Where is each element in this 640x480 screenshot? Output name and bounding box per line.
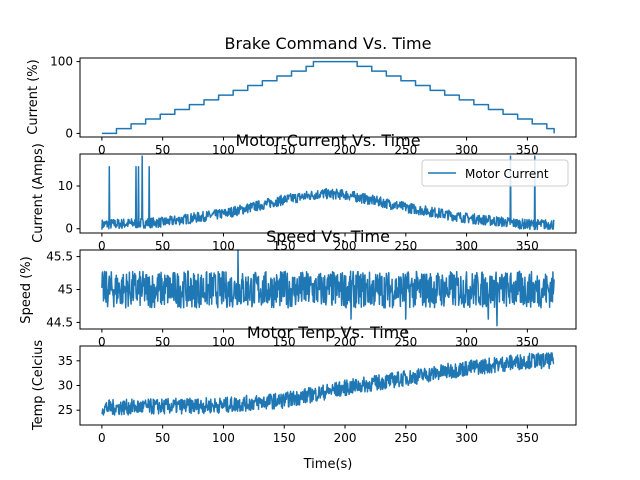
x-tick-label: 200 (334, 431, 357, 445)
y-axis-label: Temp (Celcius (31, 340, 46, 432)
y-tick-label: 0 (65, 222, 73, 236)
series-line (101, 155, 555, 231)
series-line (101, 60, 555, 135)
y-tick-label: 25 (58, 403, 73, 417)
x-tick-label: 150 (273, 431, 296, 445)
y-tick-label: 35 (58, 354, 73, 368)
series-line (101, 352, 555, 416)
x-tick-label: 100 (212, 335, 235, 349)
x-tick-label: 350 (516, 431, 539, 445)
x-tick-label: 100 (212, 239, 235, 253)
x-tick-label: 0 (98, 143, 106, 157)
chart-title: Brake Command Vs. Time (225, 34, 432, 53)
x-tick-label: 300 (455, 431, 478, 445)
x-tick-label: 100 (212, 143, 235, 157)
chart-title: Motor Current Vs. Time (235, 131, 420, 150)
plot-area: 0 50 100 150 200 250 300 350 25 30 35 (58, 345, 577, 445)
x-tick-label: 300 (455, 143, 478, 157)
x-tick-label: 0 (98, 239, 106, 253)
x-tick-label: 350 (516, 143, 539, 157)
axes-frame (79, 153, 577, 234)
y-tick-label: 10 (58, 179, 73, 193)
x-tick-label: 250 (394, 431, 417, 445)
y-axis-label: Speed (%) (19, 256, 34, 323)
y-tick-label: 45.5 (46, 250, 73, 264)
x-tick-label: 0 (98, 335, 106, 349)
x-tick-label: 50 (155, 239, 170, 253)
x-tick-label: 100 (212, 431, 235, 445)
series-line (101, 249, 555, 327)
chart-title: Speed Vs. Time (266, 227, 390, 246)
y-tick-label: 0 (65, 126, 73, 140)
y-tick-label: 100 (50, 55, 73, 69)
x-tick-label: 300 (455, 335, 478, 349)
x-tick-label: 0 (98, 431, 106, 445)
chart-motor-temp: Motor Tenp Vs. Time Temp (Celcius 0 50 100… (31, 323, 577, 445)
x-tick-label: 50 (155, 431, 170, 445)
x-tick-label: 50 (155, 335, 170, 349)
legend: Motor Current (421, 159, 569, 187)
x-tick-label: 300 (455, 239, 478, 253)
y-axis-label: Current (Amps) (31, 143, 46, 243)
x-tick-label: 50 (155, 143, 170, 157)
legend-label: Motor Current (465, 167, 549, 181)
x-axis-label: Time(s) (303, 457, 353, 472)
y-axis-label: Current (%) (26, 59, 41, 134)
y-tick-label: 45 (58, 283, 73, 297)
x-tick-label: 350 (516, 335, 539, 349)
y-tick-label: 30 (58, 379, 73, 393)
chart-title: Motor Tenp Vs. Time (247, 323, 409, 342)
legend-box (421, 159, 569, 187)
x-tick-label: 250 (394, 239, 417, 253)
y-tick-label: 44.5 (46, 315, 73, 329)
axes-frame (79, 57, 577, 138)
x-tick-label: 350 (516, 239, 539, 253)
